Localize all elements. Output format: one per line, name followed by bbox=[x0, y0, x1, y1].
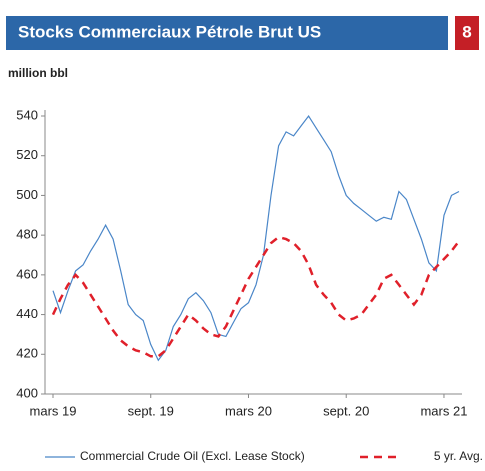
y-tick-label: 540 bbox=[16, 107, 38, 122]
legend-label: 5 yr. Avg. bbox=[434, 449, 483, 463]
y-tick-label: 420 bbox=[16, 346, 38, 361]
unit-label: million bbl bbox=[8, 66, 68, 80]
header-title: Stocks Commerciaux Pétrole Brut US bbox=[18, 22, 321, 41]
series-line bbox=[52, 114, 460, 362]
series-line bbox=[51, 235, 460, 358]
x-tick-label: mars 20 bbox=[225, 403, 272, 418]
x-tick-label: sept. 20 bbox=[323, 403, 369, 418]
x-tick-label: sept. 19 bbox=[128, 403, 174, 418]
y-tick-label: 500 bbox=[16, 187, 38, 202]
y-tick-label: 400 bbox=[16, 385, 38, 400]
x-tick-label: mars 21 bbox=[420, 403, 467, 418]
y-tick-label: 440 bbox=[16, 306, 38, 321]
x-tick-label: mars 19 bbox=[30, 403, 77, 418]
y-tick-label: 480 bbox=[16, 227, 38, 242]
page-number: 8 bbox=[462, 22, 471, 41]
legend-label: Commercial Crude Oil (Excl. Lease Stock) bbox=[80, 449, 305, 463]
header-bar bbox=[6, 16, 448, 50]
y-tick-label: 520 bbox=[16, 147, 38, 162]
page-box bbox=[455, 16, 479, 50]
y-tick-label: 460 bbox=[16, 266, 38, 281]
